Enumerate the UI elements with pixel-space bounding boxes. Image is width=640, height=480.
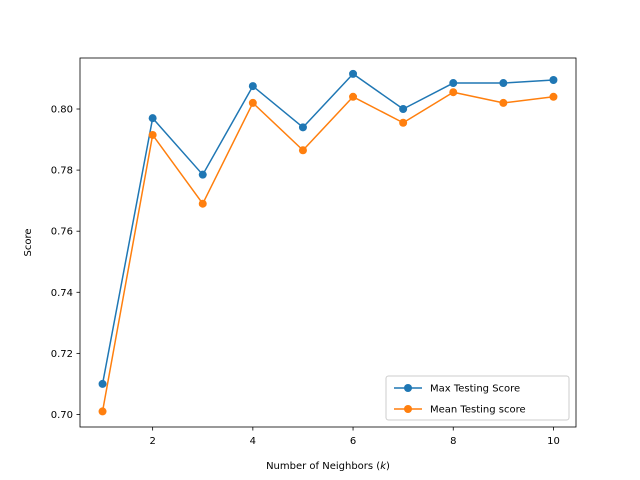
data-point: [98, 379, 107, 388]
legend: Max Testing Score Mean Testing score: [385, 375, 570, 421]
x-tick-label: 8: [450, 436, 456, 447]
data-point: [198, 170, 207, 179]
legend-marker: [404, 384, 412, 392]
x-axis-label-close: ): [386, 461, 390, 472]
legend-item: Mean Testing score: [394, 405, 526, 416]
x-axis-label-open: (: [373, 461, 380, 472]
legend-marker: [404, 405, 412, 413]
x-axis-label-symbol: k: [380, 461, 387, 472]
legend-label: Max Testing Score: [430, 384, 520, 395]
y-tick-label: 0.72: [51, 349, 73, 360]
legend-label: Mean Testing score: [430, 405, 526, 416]
data-point: [349, 92, 358, 101]
data-point: [248, 98, 257, 107]
data-point: [499, 79, 508, 88]
y-axis-label: Score: [23, 228, 34, 256]
y-tick-label: 0.80: [51, 105, 73, 116]
data-point: [148, 114, 157, 123]
x-tick-label: 10: [547, 436, 560, 447]
x-axis-label: Number of Neighbors (k): [266, 461, 390, 472]
data-point: [399, 105, 408, 114]
series-line: [101, 91, 554, 412]
y-tick-label: 0.76: [51, 227, 73, 238]
series-max-testing-score: [98, 69, 558, 388]
x-tick-label: 2: [149, 436, 155, 447]
y-tick-label: 0.78: [51, 166, 73, 177]
axes: 2 4 6 8 10 0.70 0.72 0.74 0.76 0.78 0.80: [51, 105, 560, 447]
data-point: [298, 123, 307, 132]
data-point: [449, 79, 458, 88]
y-tick-label: 0.74: [51, 288, 73, 299]
data-point: [148, 130, 157, 139]
y-tick-label: 0.70: [51, 410, 73, 421]
x-tick-label: 6: [350, 436, 356, 447]
data-point: [198, 199, 207, 208]
x-axis-label-text: Number of Neighbors: [266, 461, 373, 472]
legend-item: Max Testing Score: [394, 384, 520, 395]
data-point: [248, 82, 257, 91]
data-point: [449, 88, 458, 97]
data-point: [98, 407, 107, 416]
legend-box: [385, 375, 570, 421]
series-line: [101, 73, 554, 385]
data-point: [399, 118, 408, 127]
data-point: [349, 69, 358, 78]
axes-frame: [79, 57, 577, 428]
data-point: [549, 92, 558, 101]
series-mean-testing-score: [98, 88, 558, 416]
data-point: [549, 75, 558, 84]
plot-area: [98, 69, 558, 416]
x-tick-label: 4: [250, 436, 256, 447]
data-point: [298, 146, 307, 155]
data-point: [499, 98, 508, 107]
